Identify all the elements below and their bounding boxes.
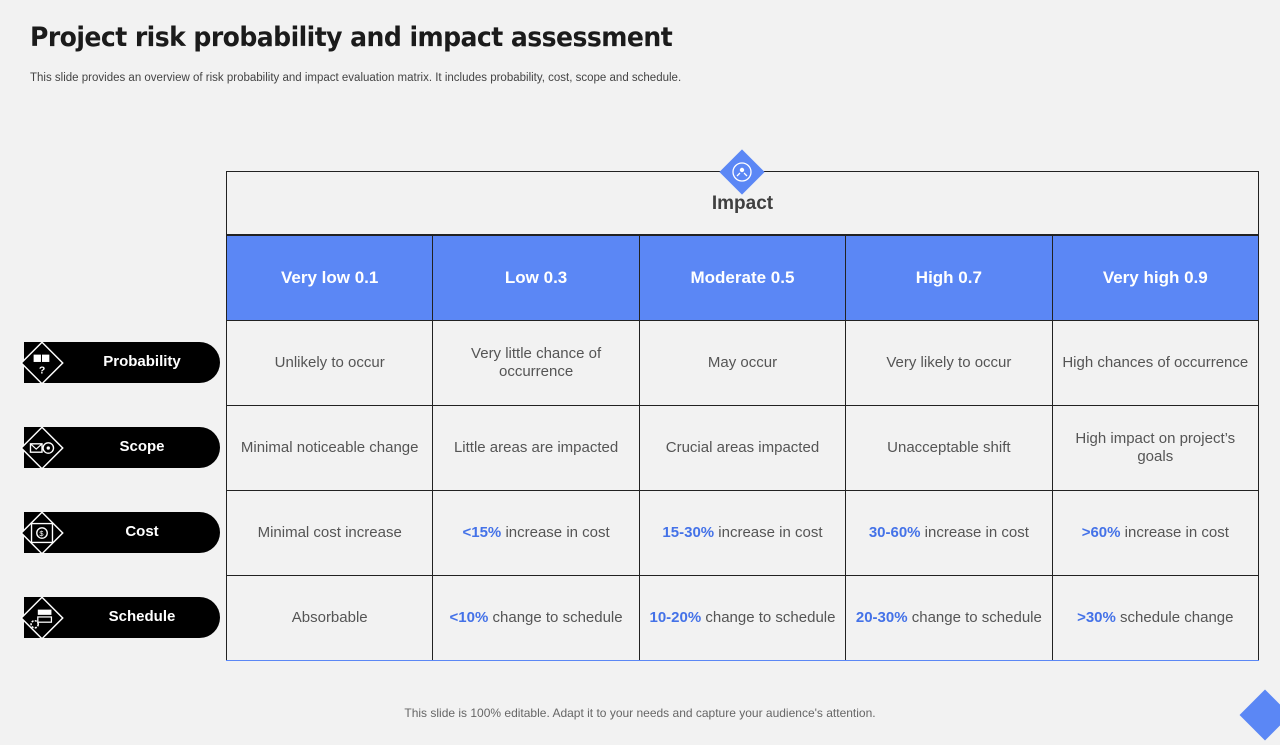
cell-text: schedule change (1115, 609, 1234, 626)
table-row-scope: Minimal noticeable change Little areas ar… (225, 405, 1260, 491)
row-label-probability: ? Probability (20, 341, 220, 385)
table-row-cost: Minimal cost increase <15% increase in co… (225, 490, 1260, 576)
row-label-scope: Scope (20, 426, 220, 470)
impact-level-very-high-0-9: Very high 0.9 (1051, 235, 1260, 321)
risk-grid: Very low 0.1 Low 0.3 Moderate 0.5 High 0.7 V… (225, 235, 1260, 661)
table-cell: Minimal cost increase (225, 490, 434, 576)
highlight-value: >60% (1081, 524, 1121, 541)
impact-target-icon (719, 149, 765, 195)
footer-note: This slide is 100% editable. Adapt it to… (404, 706, 876, 720)
table-cell: Little areas are impacted (432, 405, 640, 491)
highlight-value: <15% (462, 524, 502, 541)
slide-title: Project risk probability and impact asse… (30, 22, 673, 53)
table-cell: Unacceptable shift (845, 405, 1053, 491)
table-row-schedule: Absorbable <10% change to schedule 10-20% … (225, 575, 1260, 661)
highlight-value: 10-20% (649, 609, 702, 626)
cell-text: increase in cost (501, 524, 610, 541)
impact-label: Impact (711, 193, 774, 214)
highlight-value: <10% (449, 609, 489, 626)
cell-text: increase in cost (920, 524, 1029, 541)
cell-text: increase in cost (1120, 524, 1229, 541)
cell-text: change to schedule (488, 609, 623, 626)
highlight-value: 15-30% (662, 524, 715, 541)
cell-text: Unacceptable shift (887, 439, 1011, 456)
schedule-gear-icon (20, 596, 64, 640)
cell-text: Very likely to occur (886, 354, 1012, 371)
table-cell: 10-20% change to schedule (638, 575, 847, 661)
cell-text: High impact on project’s goals (1075, 430, 1236, 465)
cell-text: change to schedule (907, 609, 1042, 626)
cell-text: Unlikely to occur (274, 354, 385, 371)
table-cell: Very likely to occur (845, 320, 1053, 406)
impact-level-low-0-3: Low 0.3 (432, 235, 640, 321)
row-label-schedule: Schedule (20, 596, 220, 640)
table-row-probability: Unlikely to occur Very little chance of o… (225, 320, 1260, 406)
cell-text: Minimal noticeable change (240, 439, 419, 456)
impact-level-moderate-0-5: Moderate 0.5 (638, 235, 847, 321)
cell-text: Little areas are impacted (453, 439, 619, 456)
table-cell: Minimal noticeable change (225, 405, 434, 491)
table-cell: >30% schedule change (1051, 575, 1260, 661)
row-label-text: Cost (125, 523, 159, 540)
table-cell: <10% change to schedule (432, 575, 640, 661)
svg-text:$: $ (39, 529, 43, 538)
table-cell: Absorbable (225, 575, 434, 661)
table-cell: Crucial areas impacted (638, 405, 847, 491)
corner-diamond-decoration (1239, 689, 1280, 741)
impact-level-high-0-7: High 0.7 (845, 235, 1053, 321)
table-cell: 20-30% change to schedule (845, 575, 1053, 661)
row-label-cost: $ Cost (20, 511, 220, 555)
highlight-value: >30% (1077, 609, 1116, 626)
table-cell: Very little chance of occurrence (432, 320, 640, 406)
svg-text:?: ? (39, 365, 45, 376)
risk-matrix: Impact Very low 0.1 Low 0.3 Moderate 0.5 Hi… (225, 171, 1260, 661)
cell-text: increase in cost (714, 524, 823, 541)
table-cell: High chances of occurrence (1051, 320, 1260, 406)
cell-text: Absorbable (291, 609, 368, 626)
cell-text: Very little chance of occurrence (471, 345, 602, 380)
row-label-text: Schedule (108, 608, 176, 625)
cell-text: Crucial areas impacted (665, 439, 820, 456)
highlight-value: 20-30% (855, 609, 908, 626)
scope-mail-target-icon (20, 426, 64, 470)
table-cell: <15% increase in cost (432, 490, 640, 576)
table-cell: High impact on project’s goals (1051, 405, 1260, 491)
cell-text: High chances of occurrence (1062, 354, 1249, 371)
slide-subtitle: This slide provides an overview of risk … (30, 72, 682, 84)
impact-level-very-low-0-1: Very low 0.1 (225, 235, 434, 321)
table-cell: >60% increase in cost (1051, 490, 1260, 576)
table-cell: Unlikely to occur (225, 320, 434, 406)
cell-text: May occur (707, 354, 778, 371)
table-cell: 15-30% increase in cost (638, 490, 847, 576)
row-label-text: Scope (119, 438, 165, 455)
cost-money-icon: $ (20, 511, 64, 555)
table-cell: May occur (638, 320, 847, 406)
table-cell: 30-60% increase in cost (845, 490, 1053, 576)
highlight-value: 30-60% (868, 524, 921, 541)
dice-question-icon: ? (20, 341, 64, 385)
cell-text: change to schedule (701, 609, 836, 626)
impact-level-header-row: Very low 0.1 Low 0.3 Moderate 0.5 High 0.7 V… (225, 235, 1260, 321)
row-label-text: Probability (103, 353, 181, 370)
cell-text: Minimal cost increase (257, 524, 402, 541)
